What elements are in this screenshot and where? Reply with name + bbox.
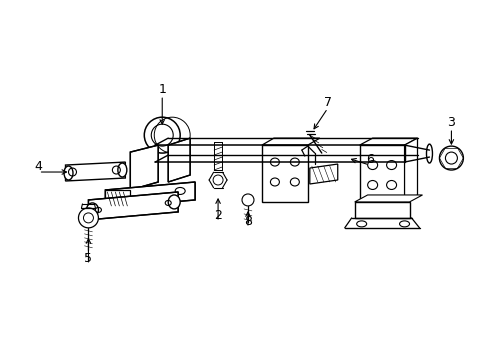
Polygon shape bbox=[355, 202, 410, 218]
Ellipse shape bbox=[64, 166, 73, 180]
Polygon shape bbox=[130, 145, 158, 190]
Polygon shape bbox=[262, 145, 308, 202]
Polygon shape bbox=[105, 190, 130, 208]
Text: 2: 2 bbox=[214, 210, 222, 222]
Circle shape bbox=[78, 208, 98, 228]
Text: 6: 6 bbox=[366, 153, 373, 166]
Text: 3: 3 bbox=[447, 116, 455, 129]
Text: 4: 4 bbox=[35, 159, 43, 172]
Polygon shape bbox=[310, 164, 338, 184]
Circle shape bbox=[242, 194, 254, 206]
Polygon shape bbox=[89, 192, 178, 220]
Ellipse shape bbox=[426, 144, 433, 163]
Text: 1: 1 bbox=[158, 83, 166, 96]
Polygon shape bbox=[355, 195, 422, 202]
Ellipse shape bbox=[86, 203, 98, 217]
Polygon shape bbox=[360, 145, 405, 202]
Text: 8: 8 bbox=[244, 215, 252, 228]
Polygon shape bbox=[262, 138, 320, 145]
Polygon shape bbox=[105, 182, 195, 208]
Polygon shape bbox=[405, 138, 417, 202]
Ellipse shape bbox=[118, 163, 127, 177]
Ellipse shape bbox=[168, 195, 180, 209]
Polygon shape bbox=[360, 138, 417, 145]
Polygon shape bbox=[168, 138, 190, 182]
Text: 5: 5 bbox=[84, 252, 93, 265]
Circle shape bbox=[440, 146, 464, 170]
Text: 7: 7 bbox=[324, 96, 332, 109]
Polygon shape bbox=[66, 162, 125, 181]
